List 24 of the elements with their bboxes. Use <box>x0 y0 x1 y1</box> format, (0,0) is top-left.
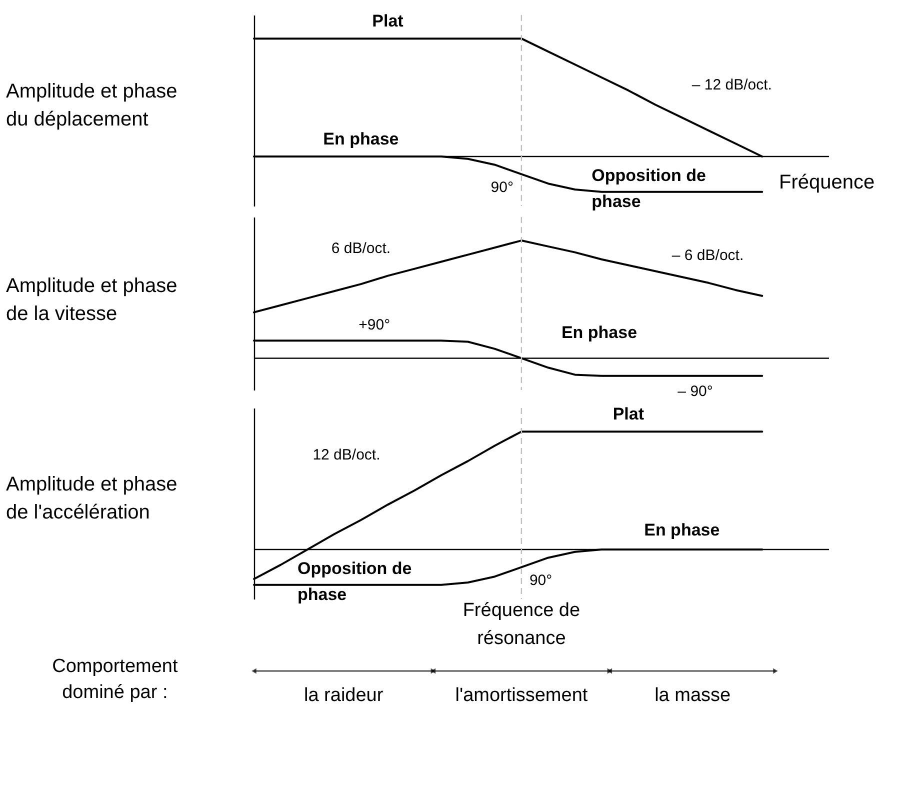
annotation: 6 dB/oct. <box>331 240 391 258</box>
annotation: En phase <box>323 129 399 148</box>
annotation: En phase <box>561 323 638 342</box>
text: Fréquence de résonance <box>462 600 580 649</box>
y-axis-title: Amplitude et phase du déplacement <box>6 80 178 130</box>
annotation: 90° <box>490 179 514 196</box>
annotation: 12 dB/oct. <box>312 446 380 464</box>
annotation: 90° <box>529 572 552 590</box>
text: Plat <box>372 12 404 31</box>
annotation: Opposition de phase <box>297 558 412 604</box>
y-axis-title: Amplitude et phase de la vitesse <box>6 275 178 326</box>
text: Comportement dominé par : <box>52 656 178 703</box>
y-axis-title: Amplitude et phase de l'accélération <box>6 473 178 524</box>
annotation: Opposition de phase <box>592 166 706 211</box>
text: Plat <box>612 404 644 424</box>
annotation: – 6 dB/oct. <box>672 247 744 264</box>
text: – 90° <box>678 382 713 400</box>
text: l'amortissement <box>455 685 588 706</box>
text: la raideur <box>304 685 384 706</box>
annotation: – 12 dB/oct. <box>692 76 772 94</box>
text: la masse <box>654 685 731 706</box>
annotation: +90° <box>358 316 390 334</box>
annotation: En phase <box>644 520 720 540</box>
x-axis-title: Fréquence <box>779 171 875 194</box>
